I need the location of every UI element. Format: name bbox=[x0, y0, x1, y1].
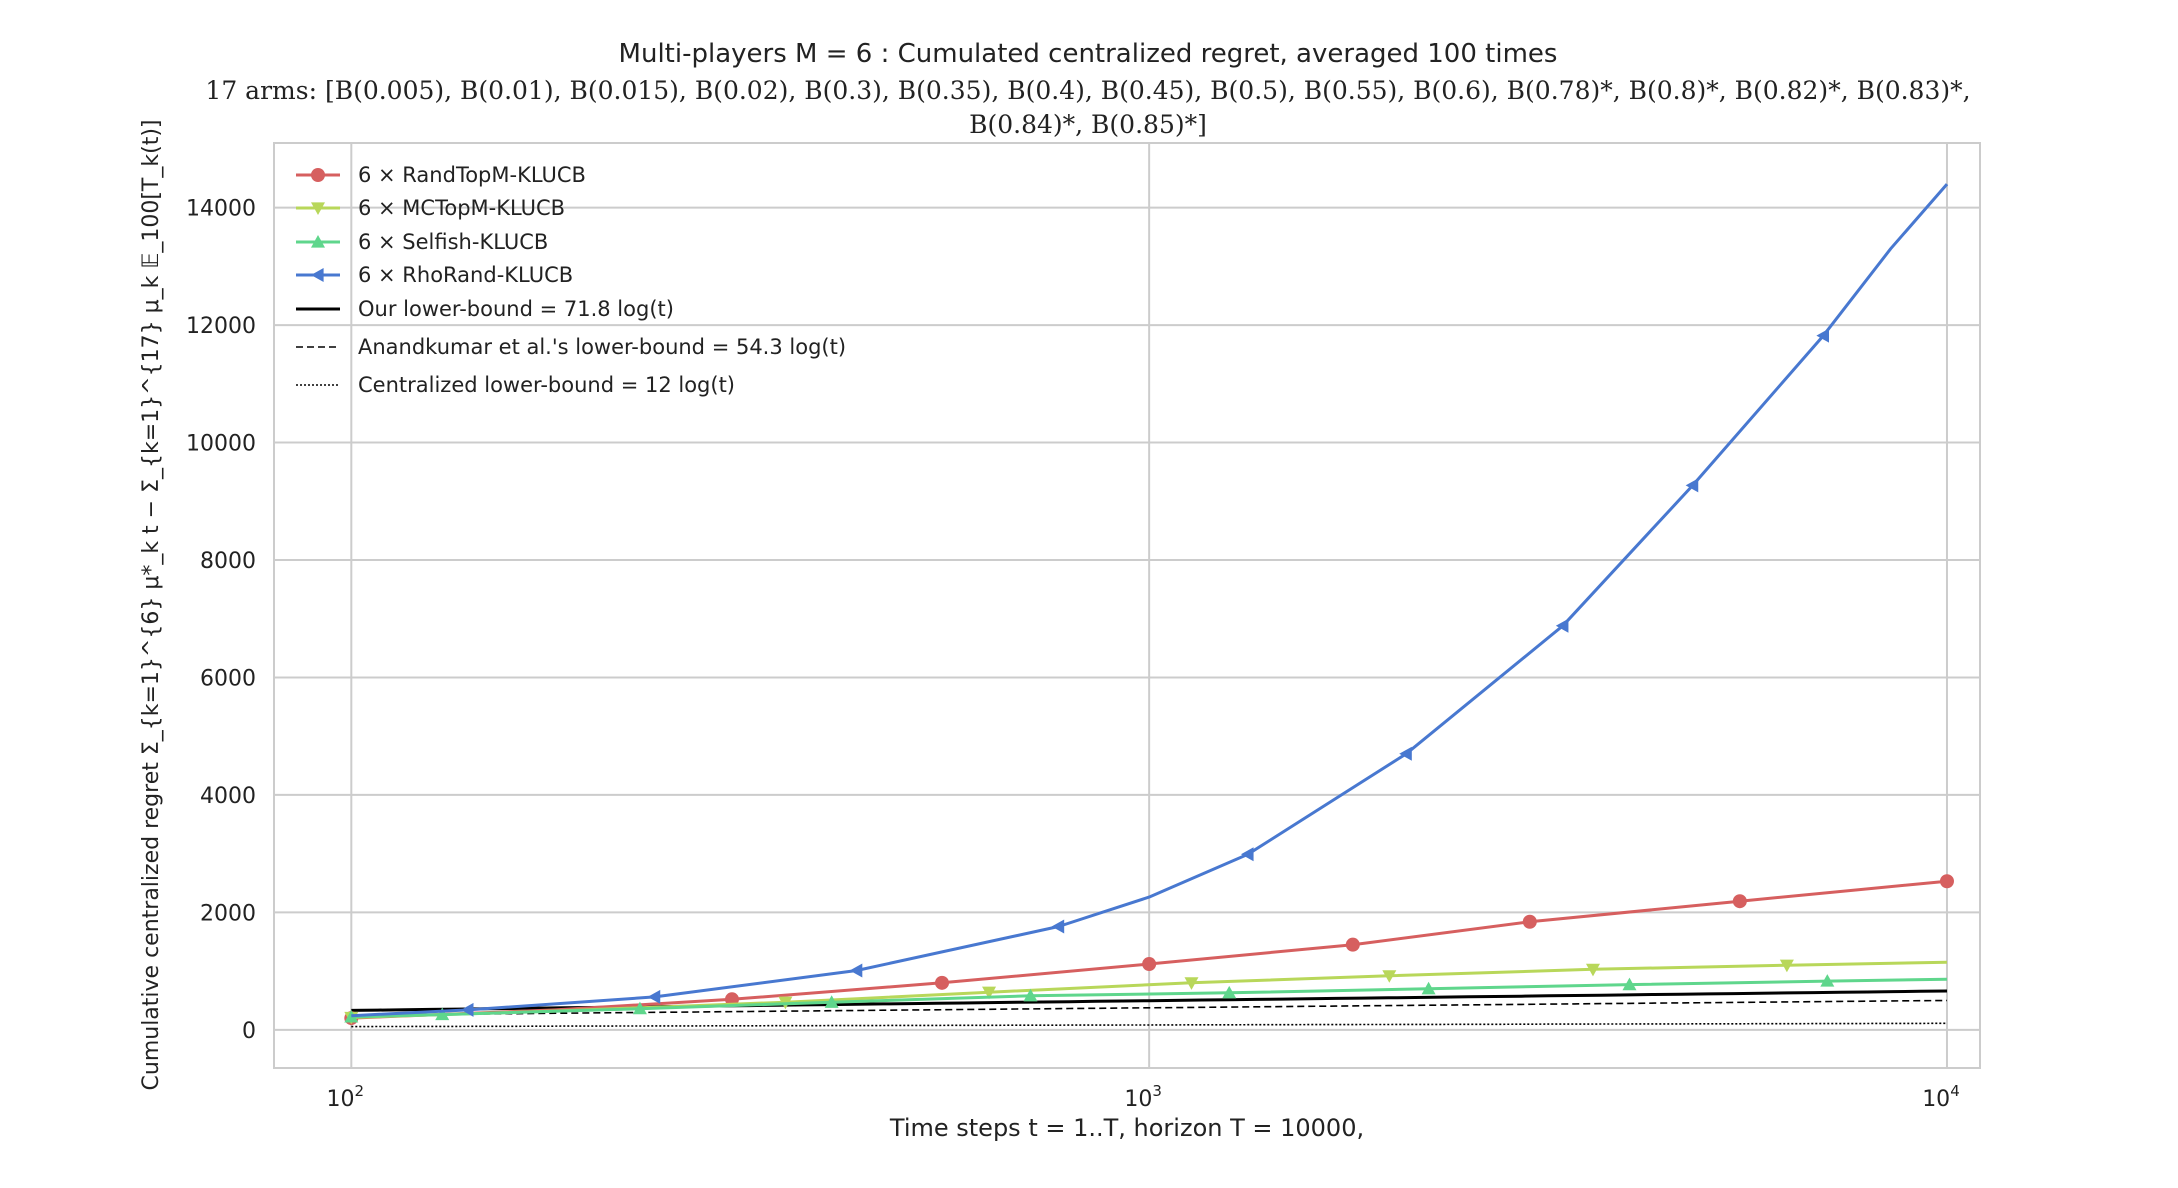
data-point bbox=[1816, 328, 1829, 343]
x-tick-exponent: 3 bbox=[1152, 1082, 1162, 1100]
data-point bbox=[935, 975, 950, 990]
data-point bbox=[1585, 963, 1600, 977]
legend-marker bbox=[311, 202, 325, 215]
data-point bbox=[1142, 957, 1157, 972]
data-point bbox=[1184, 977, 1199, 990]
series-layer bbox=[344, 183, 1954, 1028]
data-point bbox=[632, 1001, 647, 1015]
legend-entry-label: 6 × Selfish-KLUCB bbox=[358, 230, 548, 254]
legend-marker bbox=[311, 268, 324, 282]
y-tick-label: 6000 bbox=[200, 666, 256, 691]
y-tick-label: 10000 bbox=[186, 432, 256, 457]
series-line bbox=[351, 977, 1948, 1019]
x-tick-label: 103 bbox=[1124, 1082, 1162, 1112]
x-tick-labels: 102 103 104 bbox=[327, 1082, 1960, 1112]
data-point bbox=[1685, 478, 1699, 493]
data-point bbox=[1939, 874, 1954, 889]
legend-entry-label: Our lower-bound = 71.8 log(t) bbox=[358, 297, 674, 321]
data-point bbox=[647, 989, 661, 1004]
data-point bbox=[1382, 970, 1397, 983]
data-point bbox=[1240, 847, 1254, 862]
data-point bbox=[1222, 985, 1237, 999]
lower-bound-line bbox=[351, 999, 1948, 1016]
y-tick-label: 12000 bbox=[186, 314, 256, 339]
data-point bbox=[435, 1007, 450, 1021]
x-axis-label: Time steps t = 1..T, horizon T = 10000, bbox=[889, 1114, 1364, 1142]
x-tick-label: 104 bbox=[1922, 1082, 1960, 1112]
y-tick-labels: 0 2000 4000 6000 8000 10000 12000 14000 bbox=[186, 197, 256, 1044]
plot-area bbox=[273, 142, 1981, 1069]
chart-subtitle-line1: 17 arms: [B(0.005), B(0.01), B(0.015), B… bbox=[205, 76, 1970, 105]
data-point bbox=[1399, 746, 1412, 761]
grid-lines bbox=[274, 143, 1980, 1068]
data-point bbox=[1779, 959, 1794, 973]
lower-bound-line bbox=[351, 1022, 1948, 1028]
legend-entry-label: 6 × RandTopM-KLUCB bbox=[358, 163, 586, 187]
legend-entry-label: Anandkumar et al.'s lower-bound = 54.3 l… bbox=[358, 335, 846, 359]
y-axis-label: Cumulative centralized regret Σ_{k=1}^{6… bbox=[139, 120, 164, 1091]
chart-subtitle-line2: B(0.84)*, B(0.85)*] bbox=[969, 110, 1207, 139]
data-point bbox=[1345, 937, 1360, 952]
legend-entry-label: 6 × MCTopM-KLUCB bbox=[358, 196, 565, 220]
data-point bbox=[849, 963, 863, 978]
data-point bbox=[1051, 919, 1065, 934]
legend-entry-label: Centralized lower-bound = 12 log(t) bbox=[358, 373, 735, 397]
data-point bbox=[460, 1002, 474, 1017]
x-tick-label: 102 bbox=[327, 1082, 365, 1112]
x-tick-exponent: 2 bbox=[355, 1082, 365, 1100]
y-tick-label: 8000 bbox=[200, 549, 256, 574]
data-point bbox=[344, 1009, 359, 1023]
data-point bbox=[1732, 894, 1747, 909]
data-point bbox=[982, 986, 997, 1000]
y-tick-label: 14000 bbox=[186, 197, 256, 222]
data-point bbox=[1421, 981, 1436, 995]
legend: 6 × RandTopM-KLUCB 6 × MCTopM-KLUCB 6 × Se… bbox=[296, 163, 846, 397]
data-point bbox=[1820, 974, 1835, 987]
legend-marker bbox=[311, 235, 325, 248]
data-point bbox=[1522, 914, 1537, 929]
legend-entry-label: 6 × RhoRand-KLUCB bbox=[358, 263, 573, 287]
chart-title: Multi-players M = 6 : Cumulated centrali… bbox=[619, 39, 1558, 69]
legend-marker bbox=[311, 168, 325, 182]
y-tick-label: 0 bbox=[242, 1019, 256, 1044]
x-tick-exponent: 4 bbox=[1950, 1082, 1960, 1100]
data-point bbox=[824, 995, 839, 1008]
y-tick-label: 2000 bbox=[200, 901, 256, 926]
data-point bbox=[1622, 977, 1637, 991]
y-tick-label: 4000 bbox=[200, 784, 256, 809]
data-point bbox=[1555, 618, 1569, 633]
data-point bbox=[1023, 988, 1038, 1002]
